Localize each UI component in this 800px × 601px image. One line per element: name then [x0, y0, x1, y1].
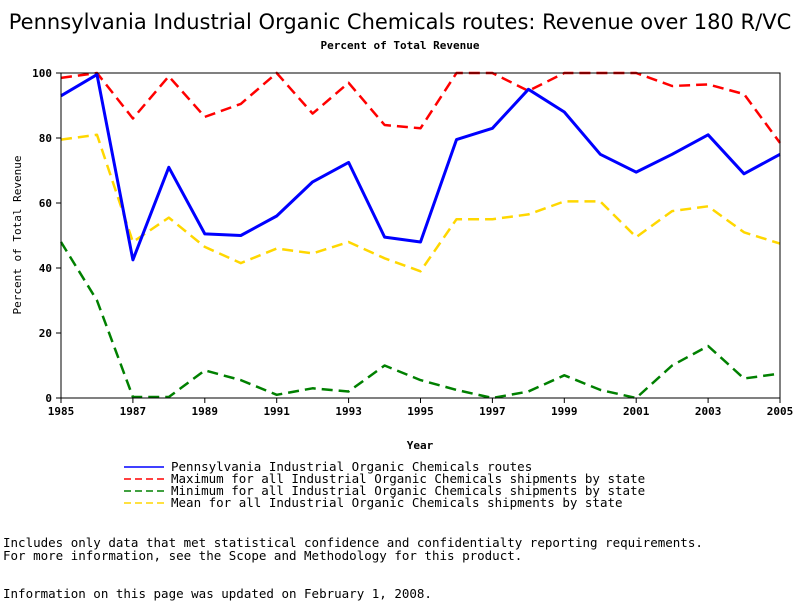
x-tick-label: 1985 [48, 405, 75, 418]
series-line-1 [60, 71, 782, 144]
series-line-2 [59, 241, 781, 400]
x-tick-label: 1993 [335, 405, 362, 418]
x-tick-label: 1999 [551, 405, 578, 418]
x-tick-label: 1987 [120, 405, 147, 418]
y-tick-label: 100 [32, 67, 52, 80]
chart-subtitle: Percent of Total Revenue [321, 39, 480, 52]
plot-area [59, 71, 782, 400]
y-tick-label: 80 [39, 132, 52, 145]
x-tick-label: 2005 [767, 405, 794, 418]
series-line-0 [60, 73, 781, 262]
y-tick-label: 40 [39, 262, 52, 275]
legend: Pennsylvania Industrial Organic Chemical… [124, 459, 645, 510]
x-tick-label: 1989 [192, 405, 219, 418]
footnote-updated: Information on this page was updated on … [3, 586, 432, 601]
x-tick-label: 1991 [263, 405, 290, 418]
footnote-methodology: For more information, see the Scope and … [3, 548, 523, 563]
x-tick-label: 1997 [479, 405, 506, 418]
x-axis-label: Year [407, 439, 434, 452]
y-tick-label: 0 [45, 392, 52, 405]
y-axis-label: Percent of Total Revenue [11, 156, 24, 315]
series-line-3 [60, 133, 781, 273]
chart-title: Pennsylvania Industrial Organic Chemical… [9, 10, 791, 34]
legend-label-1: Maximum for all Industrial Organic Chemi… [171, 471, 645, 486]
legend-label-0: Pennsylvania Industrial Organic Chemical… [171, 459, 532, 474]
axes: 1985 1987 1989 1991 1993 1995 1997 1999 2001 2003… [32, 67, 793, 418]
x-tick-label: 2001 [623, 405, 650, 418]
legend-label-2: Minimum for all Industrial Organic Chemi… [171, 483, 645, 498]
footnote-confidence: Includes only data that met statistical … [3, 535, 703, 550]
x-tick-label: 2003 [695, 405, 722, 418]
y-tick-label: 60 [39, 197, 52, 210]
y-tick-label: 20 [39, 327, 52, 340]
plot-frame [60, 72, 781, 399]
x-tick-label: 1995 [407, 405, 434, 418]
legend-label-3: Mean for all Industrial Organic Chemical… [171, 495, 623, 510]
